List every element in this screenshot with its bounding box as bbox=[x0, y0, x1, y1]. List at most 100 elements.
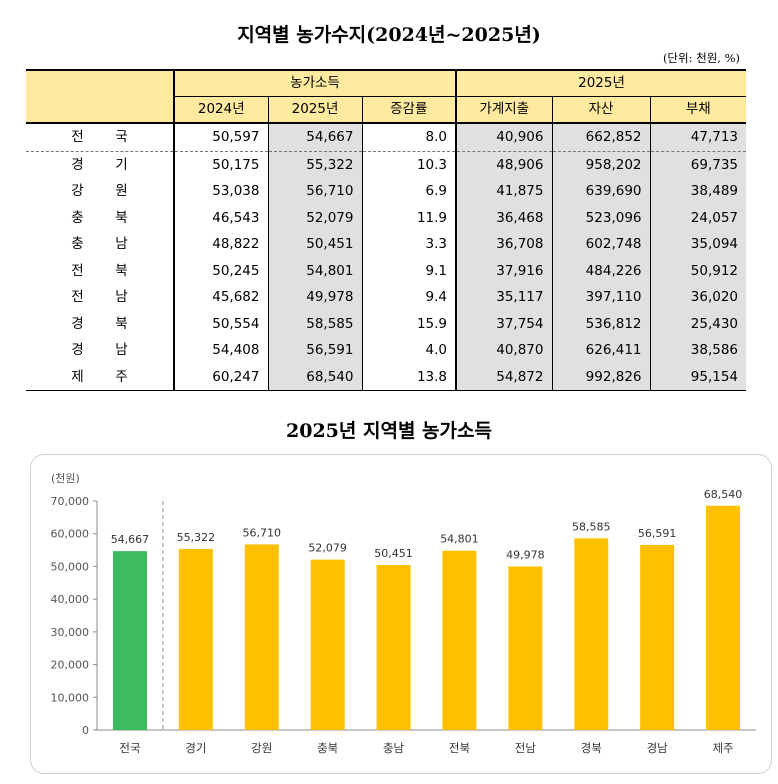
cell-debt: 50,912 bbox=[649, 257, 747, 284]
table-row: 경 북 50,554 58,585 15.9 37,754 536,812 25,430 bbox=[26, 310, 747, 338]
bar bbox=[310, 559, 345, 730]
bar bbox=[640, 544, 675, 730]
cell-income-2024: 54,408 bbox=[173, 337, 268, 364]
cell-household-expense: 35,117 bbox=[455, 284, 552, 311]
col-header-2025: 2025년 bbox=[267, 96, 362, 124]
cell-income-2025: 54,801 bbox=[267, 257, 362, 284]
x-category-label: 전국 bbox=[119, 741, 140, 755]
group-header-2025: 2025년 bbox=[454, 69, 747, 97]
cell-household-expense: 54,872 bbox=[455, 363, 552, 391]
table-row: 강 원 53,038 56,710 6.9 41,875 639,690 38,489 bbox=[26, 178, 747, 205]
bar bbox=[376, 564, 411, 730]
cell-income-2024: 46,543 bbox=[173, 204, 268, 231]
bar bbox=[442, 550, 477, 730]
cell-assets: 958,202 bbox=[551, 151, 650, 178]
cell-change-rate: 13.8 bbox=[361, 363, 456, 391]
cell-debt: 69,735 bbox=[649, 151, 747, 178]
y-tick-label: 50,000 bbox=[51, 560, 90, 573]
x-category-label: 강원 bbox=[251, 741, 272, 755]
y-tick-label: 0 bbox=[82, 724, 89, 737]
table-row: 제 주 60,247 68,540 13.8 54,872 992,826 95,154 bbox=[26, 363, 747, 391]
y-tick-label: 30,000 bbox=[51, 626, 90, 639]
cell-assets: 397,110 bbox=[551, 284, 650, 311]
x-category-label: 충남 bbox=[383, 741, 405, 755]
region-char: 남 bbox=[115, 342, 128, 358]
bar-chart: 0 10,000 20,000 30,000 40,000 50,000 60,000 70,… bbox=[51, 471, 756, 755]
cell-change-rate: 11.9 bbox=[361, 204, 456, 231]
cell-income-2025: 56,591 bbox=[267, 337, 362, 364]
bar bbox=[508, 566, 543, 730]
cell-change-rate: 3.3 bbox=[361, 231, 456, 258]
x-category-label: 경남 bbox=[647, 741, 669, 755]
cell-household-expense: 37,916 bbox=[455, 257, 552, 284]
region-char: 제 bbox=[71, 368, 84, 385]
cell-income-2025: 58,585 bbox=[267, 310, 362, 337]
y-tick-label: 70,000 bbox=[51, 495, 90, 508]
y-tick-label: 60,000 bbox=[51, 528, 90, 541]
region-char: 충 bbox=[71, 236, 84, 252]
table-row: 전 북 50,245 54,801 9.1 37,916 484,226 50,912 bbox=[26, 257, 747, 284]
cell-assets: 523,096 bbox=[551, 204, 650, 231]
region-char: 남 bbox=[115, 236, 128, 252]
bar bbox=[244, 544, 279, 730]
cell-income-2024: 50,554 bbox=[173, 310, 268, 337]
table-row: 경 기 50,175 55,322 10.3 48,906 958,202 69,735 bbox=[26, 151, 747, 178]
cell-household-expense: 36,708 bbox=[455, 231, 552, 258]
cell-assets: 484,226 bbox=[551, 257, 650, 284]
y-tick-label: 20,000 bbox=[51, 659, 90, 672]
region-char: 강 bbox=[71, 183, 84, 199]
cell-debt: 95,154 bbox=[649, 363, 747, 391]
table-row: 충 남 48,822 50,451 3.3 36,708 602,748 35,094 bbox=[26, 231, 747, 258]
bar-value-label: 49,978 bbox=[506, 549, 545, 562]
chart-frame: 0 10,000 20,000 30,000 40,000 50,000 60,000 70,… bbox=[30, 454, 772, 774]
table-row: 경 남 54,408 56,591 4.0 40,870 626,411 38,586 bbox=[26, 337, 747, 364]
region-char: 충 bbox=[71, 209, 84, 226]
cell-income-2024: 48,822 bbox=[173, 231, 268, 258]
cell-change-rate: 4.0 bbox=[361, 337, 456, 364]
cell-household-expense: 48,906 bbox=[455, 151, 552, 178]
region-char: 기 bbox=[115, 156, 128, 173]
bar bbox=[178, 549, 213, 730]
cell-change-rate: 8.0 bbox=[361, 123, 456, 152]
cell-household-expense: 40,906 bbox=[455, 123, 552, 152]
cell-debt: 38,489 bbox=[649, 178, 747, 205]
table-row: 충 북 46,543 52,079 11.9 36,468 523,096 24,057 bbox=[26, 204, 747, 231]
col-header-assets: 자산 bbox=[551, 96, 650, 124]
col-header-debt: 부채 bbox=[649, 96, 747, 124]
region-char: 북 bbox=[115, 315, 128, 332]
y-tick-label: 40,000 bbox=[51, 593, 90, 606]
y-axis-unit-label: (천원) bbox=[51, 471, 80, 485]
cell-household-expense: 41,875 bbox=[455, 178, 552, 205]
cell-change-rate: 15.9 bbox=[361, 310, 456, 337]
cell-income-2025: 68,540 bbox=[267, 363, 362, 391]
cell-income-2024: 50,597 bbox=[173, 123, 268, 152]
bar bbox=[574, 538, 609, 730]
bar-value-label: 56,591 bbox=[638, 527, 677, 540]
cell-income-2024: 60,247 bbox=[173, 363, 268, 391]
cell-debt: 38,586 bbox=[649, 337, 747, 364]
header-corner bbox=[26, 69, 174, 124]
x-category-label: 경북 bbox=[581, 741, 602, 755]
region-char: 경 bbox=[71, 156, 84, 173]
cell-debt: 35,094 bbox=[649, 231, 747, 258]
col-header-2024: 2024년 bbox=[173, 96, 268, 124]
bar-value-label: 50,451 bbox=[374, 547, 413, 560]
cell-debt: 36,020 bbox=[649, 284, 747, 311]
cell-debt: 47,713 bbox=[649, 123, 747, 152]
x-category-label: 제주 bbox=[712, 741, 733, 755]
cell-income-2024: 50,175 bbox=[173, 151, 268, 178]
table-row: 전 남 45,682 49,978 9.4 35,117 397,110 36,020 bbox=[26, 284, 747, 311]
x-category-label: 충북 bbox=[317, 741, 338, 755]
bar-value-label: 56,710 bbox=[243, 526, 282, 539]
cell-income-2025: 55,322 bbox=[267, 151, 362, 178]
region-char: 전 bbox=[71, 289, 84, 305]
region-char: 원 bbox=[115, 183, 128, 199]
bar bbox=[706, 505, 741, 730]
